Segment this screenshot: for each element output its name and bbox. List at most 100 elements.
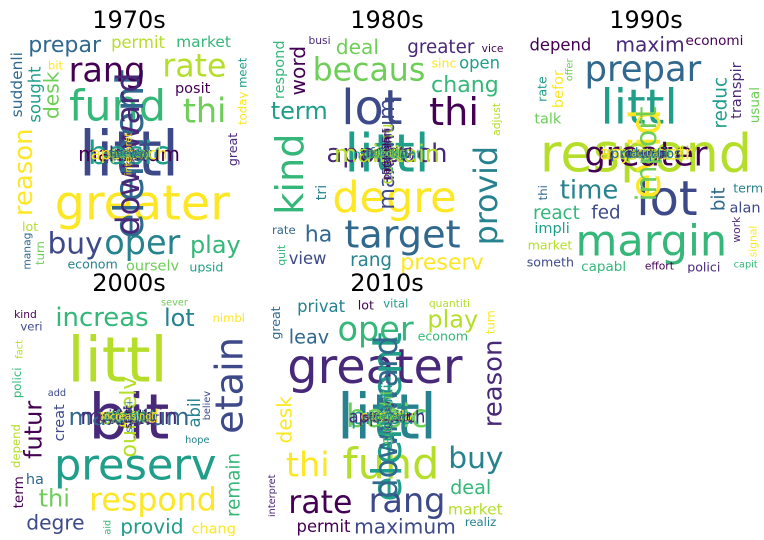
word: upsid — [370, 410, 404, 425]
word: provid — [469, 146, 505, 245]
word: becaus — [313, 52, 426, 88]
word: possibl — [104, 409, 154, 425]
word: greater — [287, 340, 463, 395]
word: salvag — [112, 148, 147, 161]
word: thi — [39, 484, 70, 512]
word: valuat — [372, 412, 403, 423]
word: usual — [747, 87, 763, 123]
word: respond — [540, 124, 752, 185]
word: term — [733, 180, 763, 195]
word: element — [363, 332, 411, 501]
word: respond — [272, 40, 288, 99]
word: add — [48, 388, 66, 399]
word: rang — [69, 51, 146, 90]
word: maintain — [334, 140, 440, 168]
word: spong — [113, 148, 145, 161]
word: possibl — [362, 146, 412, 162]
word: demand — [624, 148, 668, 161]
word: sinc — [431, 55, 456, 70]
word: valuat — [114, 149, 145, 160]
word: sleeway — [109, 149, 149, 160]
word: lot — [341, 81, 402, 136]
word: depend — [530, 35, 592, 54]
word: oper — [104, 223, 180, 262]
word: depend — [367, 411, 407, 424]
word: transpir — [729, 62, 745, 119]
word: littl — [67, 323, 167, 396]
word: economi — [104, 410, 154, 424]
word: fed — [591, 202, 620, 223]
word: depend — [9, 424, 23, 468]
word: reserv — [370, 148, 404, 161]
word: bit — [89, 381, 170, 454]
word: desk — [272, 396, 296, 444]
word: littl — [345, 124, 430, 185]
word: degre — [629, 147, 663, 161]
word: manufactur — [101, 412, 159, 423]
word: fact — [14, 340, 25, 359]
word: shouldnt — [364, 411, 410, 424]
word: goal — [123, 143, 136, 166]
word: degre — [112, 147, 146, 161]
word: basi — [375, 147, 399, 161]
word: permit — [111, 33, 165, 52]
word: movement — [353, 147, 421, 162]
word: rang — [350, 250, 392, 271]
word: chang — [431, 72, 499, 98]
word: concept — [110, 412, 149, 423]
panel-title: 1980s — [350, 6, 424, 34]
word: upsid — [189, 259, 223, 274]
word: quantiti — [429, 297, 470, 310]
word: appropri — [105, 410, 154, 424]
word: evid — [621, 108, 671, 199]
word: befor — [551, 70, 567, 108]
word: littl — [79, 118, 179, 191]
word: recogn — [109, 147, 149, 161]
word: sever — [161, 297, 189, 308]
word: leav — [289, 326, 329, 349]
word: futur — [369, 146, 404, 162]
word: posit — [369, 409, 405, 425]
word: recogn — [367, 410, 407, 424]
word: veri — [20, 320, 42, 334]
word: reason — [478, 340, 508, 428]
word: kind — [268, 134, 313, 215]
word: respons — [627, 149, 665, 160]
word: actual — [631, 149, 661, 160]
word: approach — [326, 139, 447, 169]
word: built — [376, 149, 398, 160]
word: suddenli — [8, 52, 26, 117]
word: market — [448, 501, 503, 519]
word: respond — [89, 482, 217, 518]
word: preserv — [400, 250, 483, 276]
word: interpret — [267, 474, 278, 517]
word: today — [235, 92, 249, 125]
word: plenti — [625, 146, 666, 162]
word: particularli — [382, 128, 393, 180]
word: buy — [448, 441, 503, 476]
word: juli — [379, 149, 394, 160]
word: fund — [69, 82, 166, 132]
word: suffici — [123, 401, 136, 433]
word: great — [225, 133, 240, 166]
word: materi — [622, 146, 670, 162]
word: increas — [627, 148, 666, 161]
word: bit — [48, 58, 64, 72]
word: impli — [534, 221, 569, 237]
word: downward — [111, 73, 147, 236]
word: decid — [374, 149, 400, 160]
word: privat — [297, 297, 345, 316]
word: work — [730, 216, 743, 243]
word: lesser — [370, 410, 405, 424]
word: greater — [407, 37, 475, 58]
word: open — [459, 54, 500, 73]
word: resili — [114, 410, 144, 425]
word: outsourc — [625, 149, 667, 160]
word: turn — [33, 241, 47, 265]
word: futur — [19, 401, 47, 459]
word: littl — [600, 80, 677, 135]
word: vice — [482, 42, 504, 55]
